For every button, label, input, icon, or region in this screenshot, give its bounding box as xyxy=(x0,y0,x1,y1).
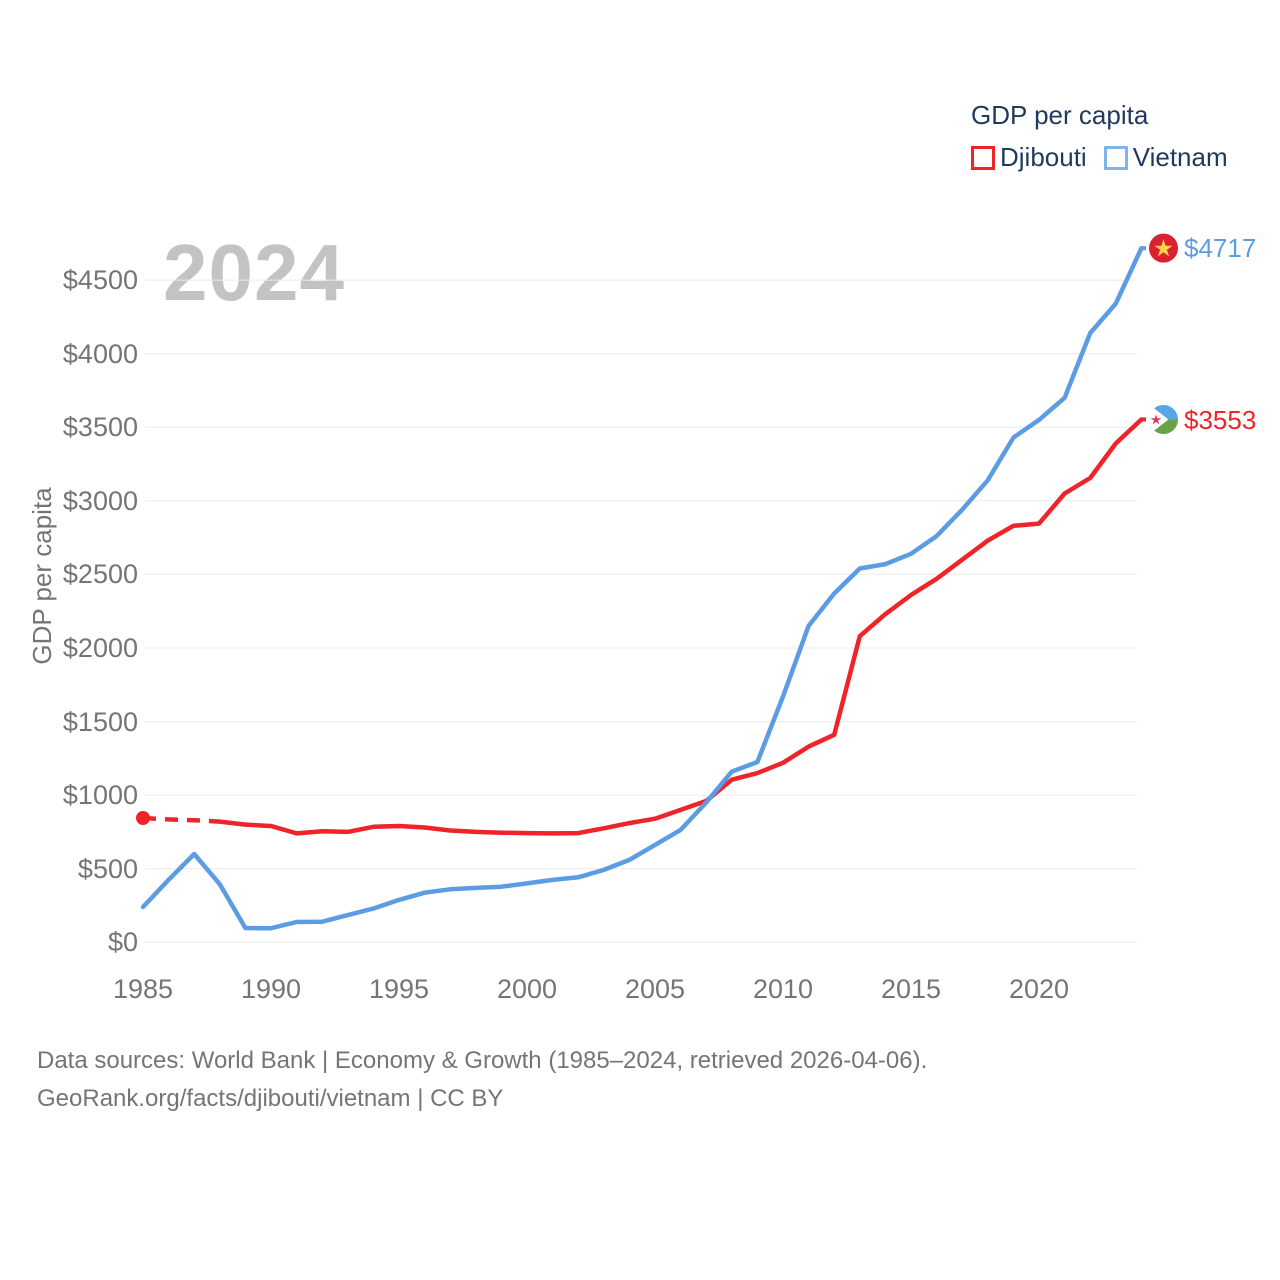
y-tick-label: $3000 xyxy=(62,486,138,516)
y-tick-label: $500 xyxy=(77,854,138,884)
y-tick-label: $4000 xyxy=(62,339,138,369)
djibouti-flag-icon xyxy=(1146,401,1181,437)
legend-item-vietnam: Vietnam xyxy=(1132,142,1228,172)
djibouti-line xyxy=(217,417,1144,836)
x-tick-label: 2000 xyxy=(496,974,558,1004)
y-tick-label: $0 xyxy=(107,927,138,957)
vietnam-flag-icon xyxy=(1146,230,1181,266)
vietnam-line xyxy=(140,245,1144,931)
x-tick-label: 1985 xyxy=(112,974,174,1004)
x-tick-label: 2005 xyxy=(624,974,686,1004)
y-tick-label: $1000 xyxy=(62,780,138,810)
x-tick-label: 2010 xyxy=(752,974,814,1004)
footer: Data sources: World Bank | Economy & Gro… xyxy=(37,1042,1137,1118)
djibouti-end-value-label: $3553 xyxy=(1184,405,1257,435)
djibouti-swatch-icon xyxy=(971,145,995,170)
y-tick-label: $2000 xyxy=(62,633,138,663)
djibouti-start-dot xyxy=(136,811,150,825)
legend-item-djibouti: Djibouti xyxy=(1000,142,1087,172)
legend-title: GDP per capita xyxy=(971,100,1149,130)
djibouti-line-dashed xyxy=(142,815,220,824)
vietnam-end-value-label: $4717 xyxy=(1184,233,1257,263)
year-watermark: 2024 xyxy=(163,228,345,317)
footer-sources-line: Data sources: World Bank | Economy & Gro… xyxy=(37,1047,928,1074)
footer-attribution-line: GeoRank.org/facts/djibouti/vietnam | CC … xyxy=(37,1085,504,1112)
y-tick-label: $4500 xyxy=(62,265,138,295)
legend-items: Djibouti Vietnam xyxy=(971,142,1228,173)
x-tick-label: 2020 xyxy=(1008,974,1070,1004)
vietnam-swatch-icon xyxy=(1103,145,1128,170)
x-tick-label: 2015 xyxy=(880,974,942,1004)
y-tick-label: $1500 xyxy=(62,707,138,737)
x-tick-label: 1990 xyxy=(240,974,302,1004)
y-tick-label: $2500 xyxy=(62,559,138,589)
legend: GDP per capita Djibouti Vietnam xyxy=(971,100,1228,173)
x-tick-label: 1995 xyxy=(368,974,430,1004)
y-tick-label: $3500 xyxy=(62,412,138,442)
